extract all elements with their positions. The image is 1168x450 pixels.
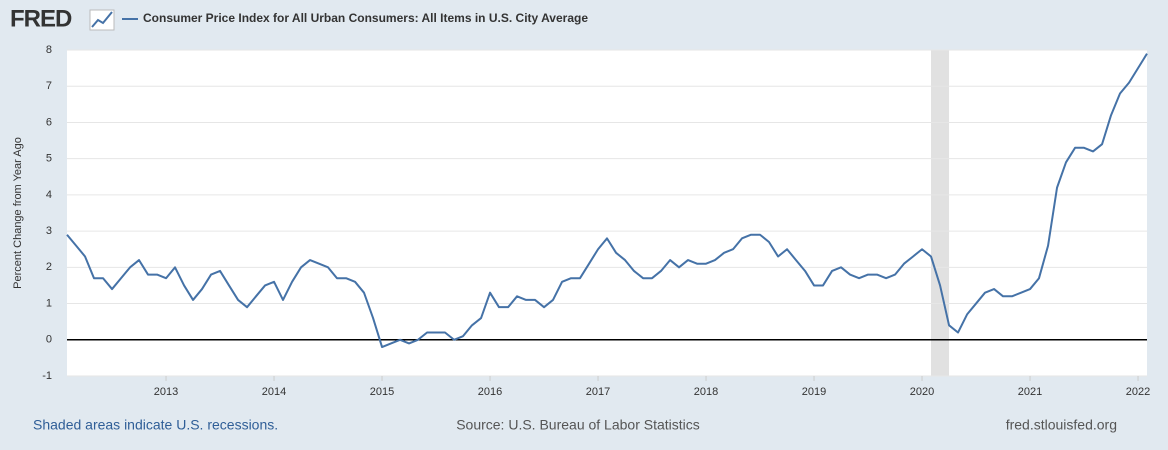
y-tick-label: 2 [46, 261, 52, 273]
legend-label: Consumer Price Index for All Urban Consu… [143, 11, 588, 25]
y-tick-label: 8 [46, 44, 52, 56]
y-axis-label: Percent Change from Year Ago [12, 137, 24, 289]
x-tick-label: 2021 [1018, 386, 1042, 398]
y-tick-label: 7 [46, 80, 52, 92]
y-tick-label: 3 [46, 225, 52, 237]
x-tick-label: 2020 [910, 386, 934, 398]
y-tick-label: 4 [46, 189, 52, 201]
x-tick-label: 2019 [802, 386, 826, 398]
y-tick-label: 6 [46, 116, 52, 128]
footer-center: Source: U.S. Bureau of Labor Statistics [456, 417, 700, 433]
y-tick-label: 5 [46, 153, 52, 165]
plot-area [67, 50, 1147, 376]
series-line [66, 53, 1148, 349]
footer-right: fred.stlouisfed.org [1006, 417, 1117, 433]
logo: FRED [10, 5, 72, 32]
x-tick-label: 2015 [370, 386, 394, 398]
y-tick-label: -1 [42, 370, 52, 382]
footer-left: Shaded areas indicate U.S. recessions. [33, 417, 278, 433]
y-tick-label: 1 [46, 297, 52, 309]
x-tick-label: 2017 [586, 386, 610, 398]
x-tick-label: 2013 [154, 386, 178, 398]
x-tick-label: 2022 [1126, 386, 1150, 398]
x-tick-label: 2016 [478, 386, 502, 398]
y-tick-label: 0 [46, 334, 52, 346]
recession-band [931, 50, 950, 376]
x-tick-label: 2018 [694, 386, 718, 398]
logo-icon [89, 9, 115, 31]
x-tick-label: 2014 [262, 386, 286, 398]
